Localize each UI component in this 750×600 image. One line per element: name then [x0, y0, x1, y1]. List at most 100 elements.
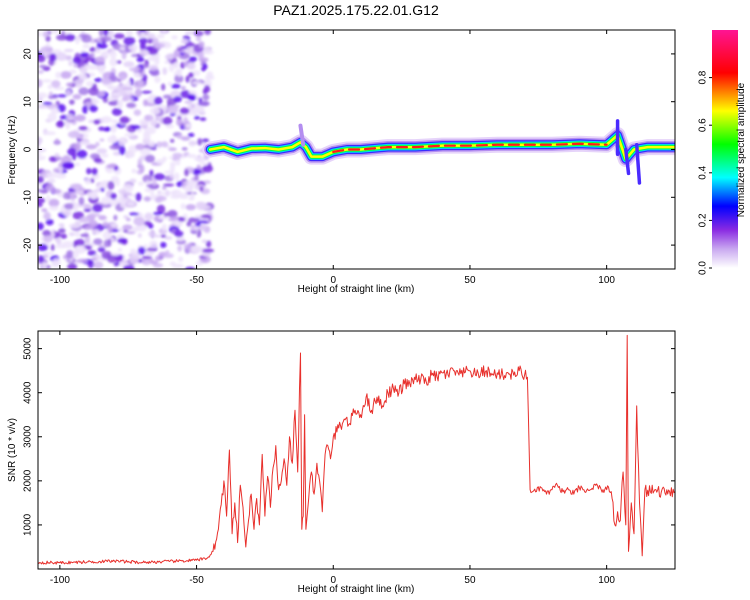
noise-speckle — [38, 31, 42, 37]
noise-speckle — [73, 249, 79, 259]
noise-speckle — [80, 52, 89, 58]
noise-speckle — [200, 214, 212, 219]
noise-speckle — [51, 80, 61, 88]
noise-speckle — [133, 109, 142, 116]
noise-speckle — [87, 260, 95, 269]
noise-speckle — [194, 174, 199, 181]
noise-speckle — [178, 256, 184, 263]
noise-speckle — [80, 233, 89, 237]
noise-speckle — [60, 71, 72, 79]
noise-speckle — [83, 208, 93, 212]
noise-speckle — [181, 147, 188, 151]
noise-speckle — [157, 190, 162, 195]
noise-speckle — [149, 94, 156, 99]
noise-speckle — [126, 151, 136, 158]
noise-speckle — [145, 180, 152, 184]
noise-speckle — [65, 122, 71, 130]
noise-speckle — [146, 248, 158, 252]
noise-speckle — [198, 51, 204, 60]
noise-speckle — [109, 50, 117, 59]
noise-speckle — [108, 86, 116, 91]
noise-speckle — [103, 239, 109, 248]
noise-speckle — [160, 241, 167, 249]
noise-speckle — [93, 261, 104, 269]
noise-speckle — [38, 197, 46, 204]
noise-speckle — [126, 217, 131, 222]
noise-speckle — [186, 221, 192, 227]
noise-speckle — [150, 119, 158, 127]
spectrogram-y-tick-label: 20 — [23, 48, 34, 60]
snr-x-tick-label: 100 — [598, 575, 615, 586]
noise-speckle — [183, 61, 189, 67]
noise-speckle-region — [38, 30, 215, 269]
noise-speckle — [75, 141, 82, 151]
noise-speckle — [101, 251, 113, 260]
noise-speckle — [185, 123, 191, 129]
noise-speckle — [188, 72, 194, 78]
noise-speckle — [156, 204, 166, 214]
spectrogram-y-tick-label: 0 — [23, 146, 34, 152]
noise-speckle — [192, 168, 202, 176]
noise-speckle — [92, 204, 103, 213]
noise-speckle — [198, 41, 205, 48]
noise-speckle — [169, 164, 176, 173]
noise-speckle — [82, 43, 90, 49]
noise-speckle — [187, 62, 195, 70]
noise-speckle — [100, 196, 111, 205]
noise-speckle — [68, 223, 81, 229]
noise-speckle — [86, 64, 99, 70]
noise-speckle — [111, 119, 119, 124]
snr-x-tick-label: -100 — [50, 575, 70, 586]
noise-speckle — [77, 190, 84, 195]
noise-speckle — [124, 132, 136, 137]
noise-speckle — [198, 223, 207, 232]
noise-speckle — [165, 124, 175, 129]
noise-speckle — [89, 153, 101, 160]
noise-speckle — [189, 56, 198, 62]
noise-speckle — [38, 243, 49, 252]
noise-speckle — [52, 258, 61, 268]
noise-speckle — [98, 244, 105, 248]
noise-speckle — [128, 212, 139, 216]
noise-speckle — [184, 266, 196, 269]
noise-speckle — [167, 81, 173, 87]
noise-speckle — [48, 198, 60, 208]
noise-speckle — [113, 33, 125, 39]
noise-speckle — [69, 99, 75, 105]
spectrogram-y-tick-label: -20 — [23, 237, 34, 252]
noise-speckle — [139, 30, 146, 33]
noise-speckle — [67, 147, 77, 156]
noise-speckle — [160, 141, 169, 148]
noise-speckle — [48, 205, 59, 211]
noise-speckle — [169, 190, 178, 196]
noise-speckle — [202, 138, 210, 143]
noise-speckle — [66, 250, 73, 259]
noise-speckle — [55, 120, 65, 128]
noise-speckle — [118, 188, 127, 195]
noise-speckle — [91, 97, 97, 102]
noise-speckle — [140, 31, 146, 39]
noise-speckle — [107, 30, 114, 39]
noise-speckle — [43, 211, 51, 221]
noise-speckle — [108, 197, 119, 207]
snr-y-tick-label: 2000 — [23, 469, 34, 492]
noise-speckle — [177, 47, 183, 52]
noise-speckle — [129, 178, 137, 184]
snr-x-tick-label: 50 — [464, 575, 476, 586]
noise-speckle — [199, 100, 210, 107]
noise-speckle — [84, 177, 92, 185]
noise-speckle — [150, 70, 160, 77]
noise-speckle — [174, 172, 180, 181]
noise-speckle — [171, 83, 181, 89]
noise-speckle — [200, 162, 209, 166]
snr-series-line — [38, 334, 675, 565]
noise-speckle — [179, 107, 190, 115]
noise-speckle — [160, 191, 171, 195]
noise-speckle — [42, 79, 52, 83]
noise-speckle — [162, 156, 167, 162]
noise-speckle — [93, 189, 102, 193]
noise-speckle — [192, 70, 201, 76]
noise-speckle — [162, 67, 168, 76]
noise-speckle — [157, 195, 167, 202]
